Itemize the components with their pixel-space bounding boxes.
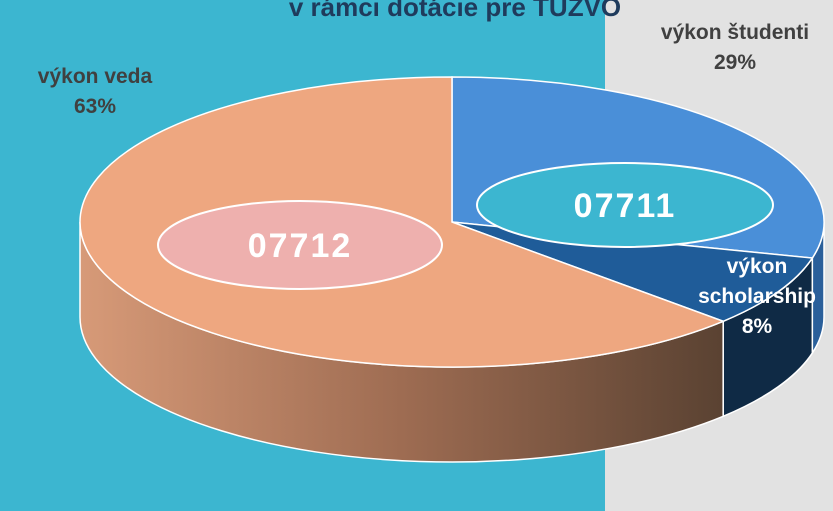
- label-name: výkon študenti: [660, 21, 810, 44]
- slice-label: výkon scholarship 8%: [672, 252, 833, 342]
- annotation-text: 07712: [248, 227, 353, 265]
- pie: 07711 07712: [79, 76, 825, 463]
- annotation-text: 07711: [574, 187, 677, 225]
- label-name: výkon scholarship: [698, 255, 816, 308]
- annotation-oval: [157, 200, 443, 290]
- label-value: 63%: [73, 95, 117, 118]
- chart-title: v rámci dotácie pre TUZVO: [289, 0, 621, 22]
- label-value: 8%: [741, 315, 773, 338]
- label-name: výkon veda: [37, 65, 153, 88]
- label-value: 29%: [713, 51, 757, 74]
- slice-label: výkon študenti 29%: [655, 18, 815, 78]
- annotation-oval: [476, 162, 774, 248]
- slice-label: výkon veda 63%: [5, 62, 185, 122]
- slice: [451, 221, 814, 323]
